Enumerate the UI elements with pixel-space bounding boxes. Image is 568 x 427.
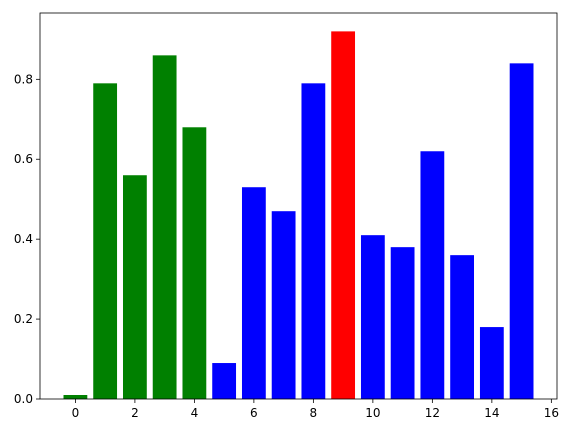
y-tick-label: 0.2 bbox=[14, 312, 33, 326]
x-tick-label: 4 bbox=[191, 406, 199, 420]
bar bbox=[152, 55, 177, 399]
y-tick-label: 0.4 bbox=[14, 232, 33, 246]
bar bbox=[420, 151, 445, 399]
x-tick-label: 16 bbox=[544, 406, 559, 420]
bar bbox=[479, 327, 504, 399]
bar bbox=[509, 63, 534, 399]
bar bbox=[301, 83, 326, 400]
y-tick-label: 0.0 bbox=[14, 392, 33, 406]
bar bbox=[182, 127, 207, 400]
bar bbox=[241, 187, 266, 399]
bar bbox=[93, 83, 118, 400]
y-tick-label: 0.6 bbox=[14, 152, 33, 166]
x-tick-label: 10 bbox=[365, 406, 380, 420]
x-tick-label: 0 bbox=[72, 406, 80, 420]
x-tick-label: 12 bbox=[425, 406, 440, 420]
plot-frame bbox=[39, 12, 558, 400]
bar bbox=[331, 31, 356, 400]
bar bbox=[63, 395, 88, 399]
bar bbox=[390, 247, 415, 399]
x-tick-label: 14 bbox=[484, 406, 499, 420]
bar bbox=[360, 235, 385, 399]
x-tick-label: 2 bbox=[131, 406, 139, 420]
y-tick-label: 0.8 bbox=[14, 72, 33, 86]
bar bbox=[122, 175, 147, 399]
bar bbox=[271, 211, 296, 399]
bar bbox=[212, 363, 237, 399]
x-tick-label: 8 bbox=[310, 406, 318, 420]
x-tick-label: 6 bbox=[250, 406, 258, 420]
bar bbox=[450, 255, 475, 399]
